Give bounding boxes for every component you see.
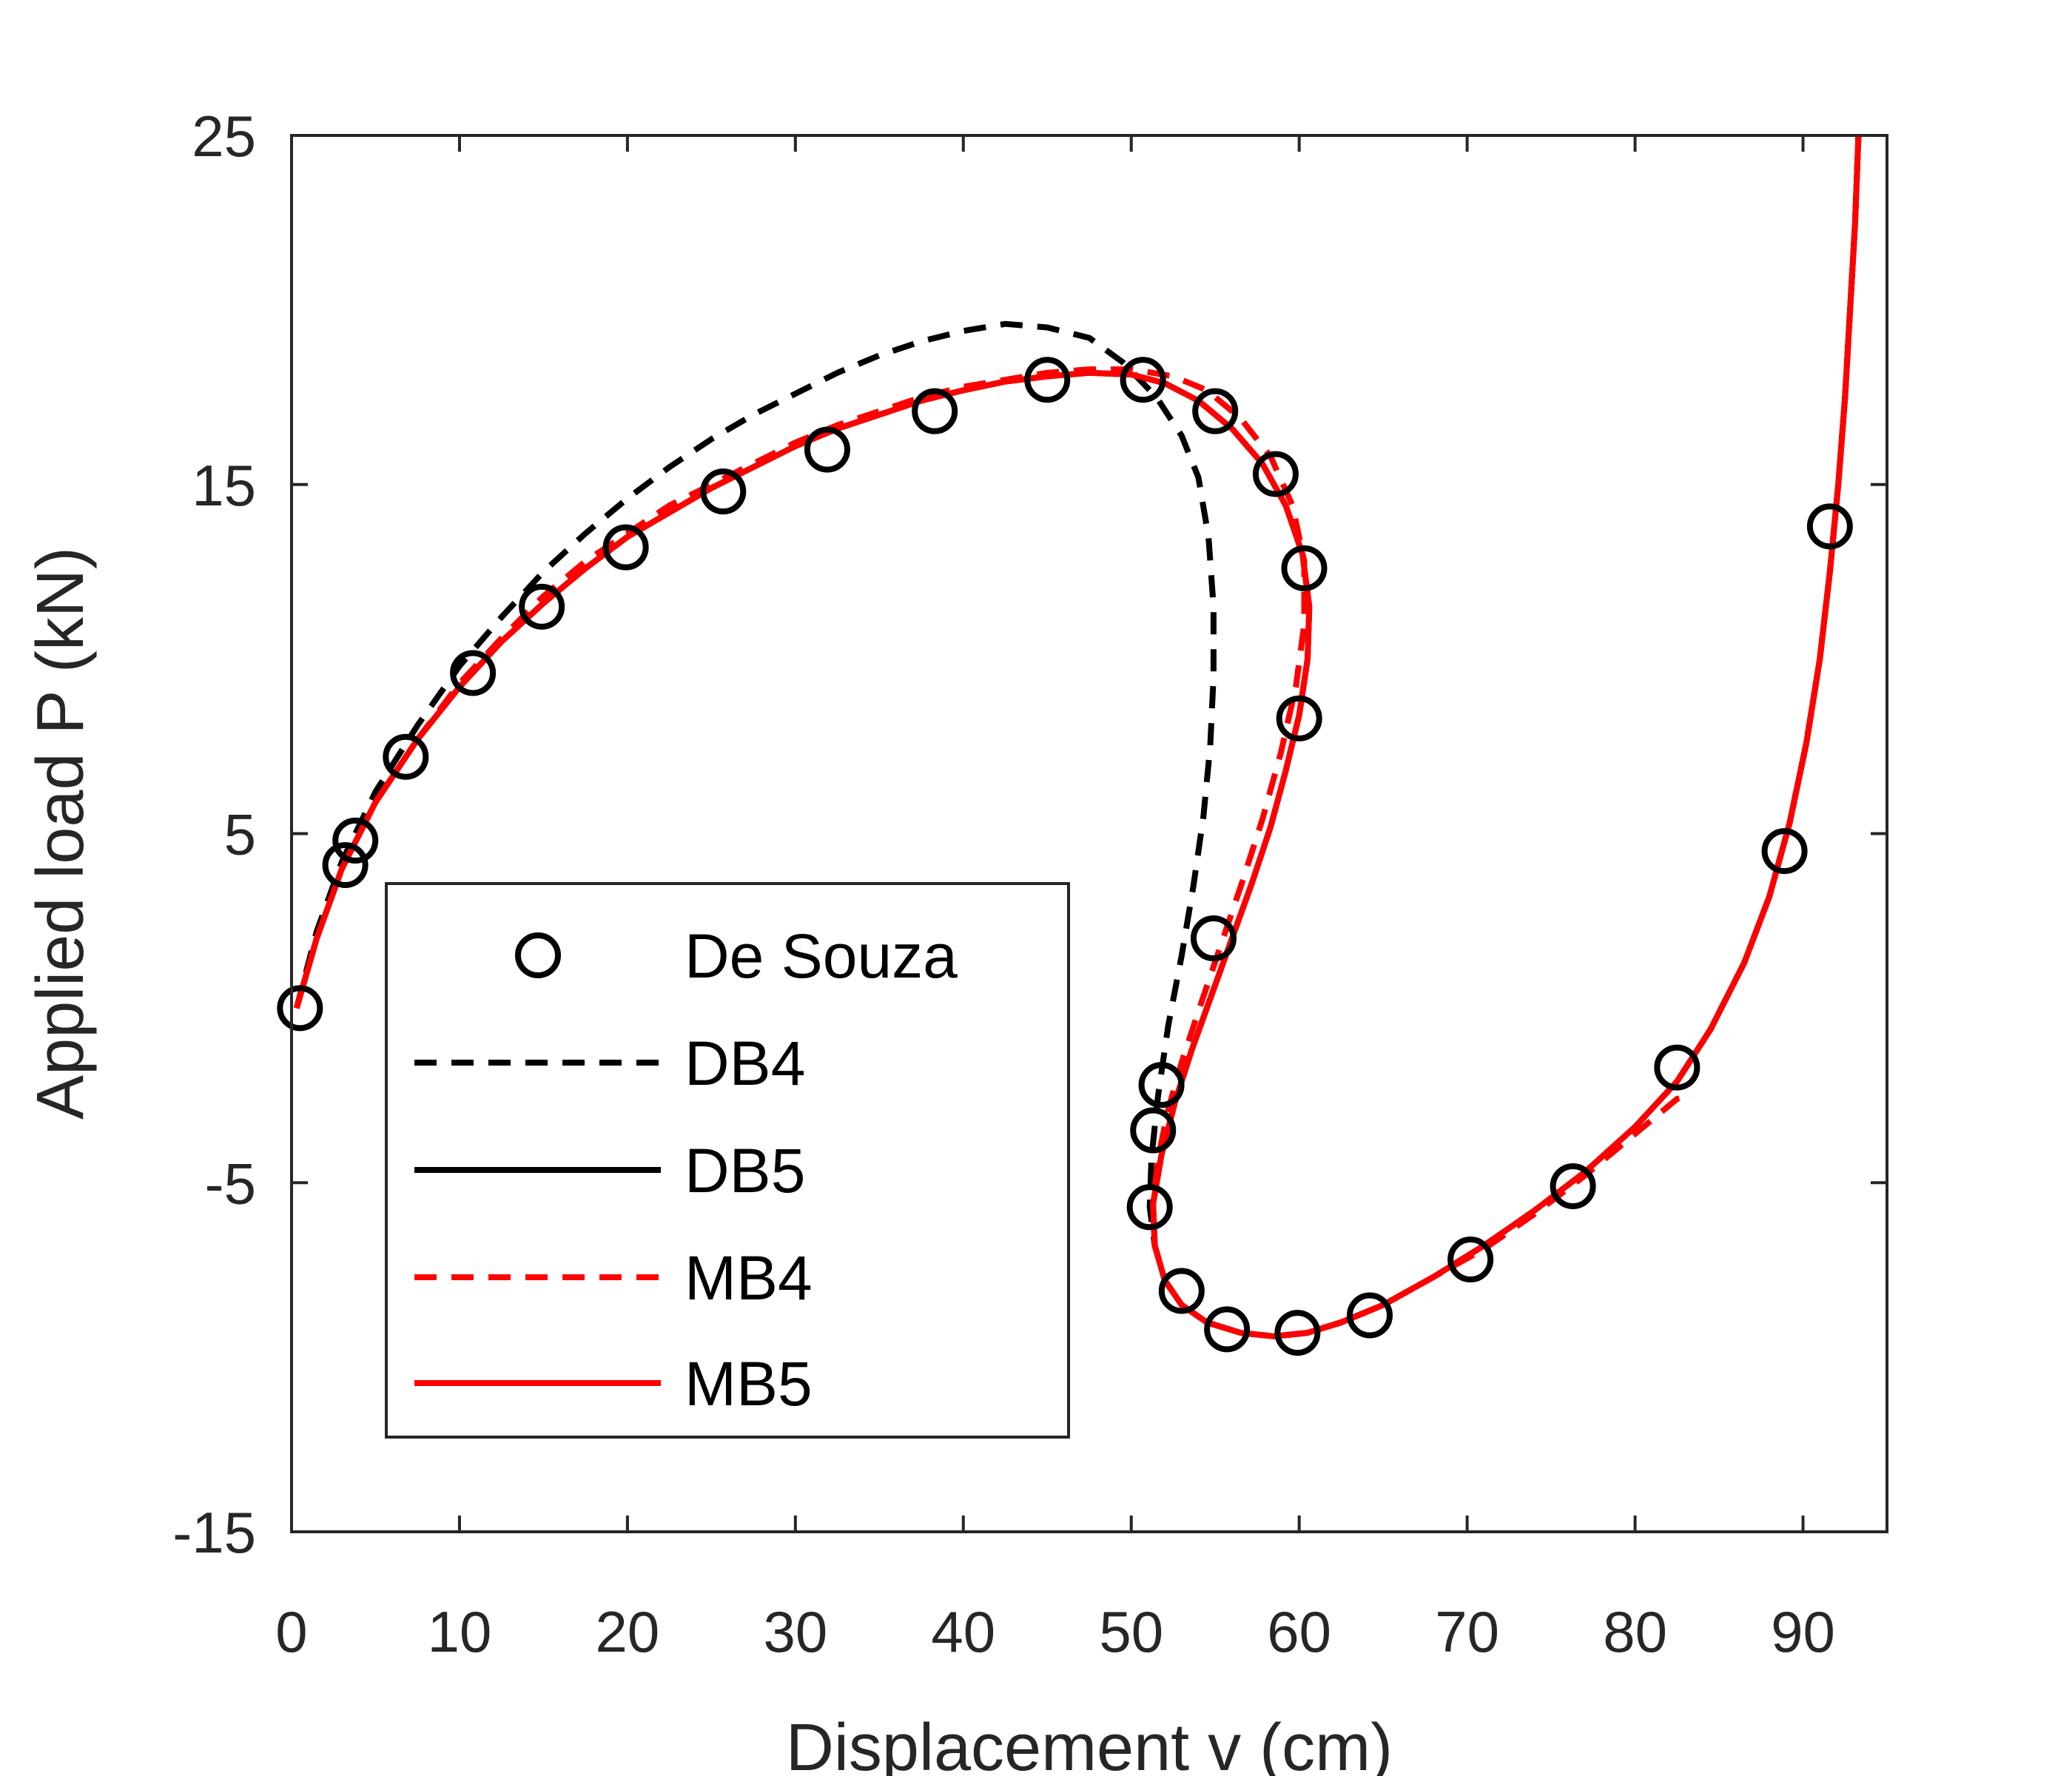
legend-label-db5: DB5 [684,1136,805,1205]
data-point-de-souza [1120,357,1166,403]
legend-label-db4: DB4 [684,1029,805,1098]
data-point-de-souza [450,650,497,696]
data-point-de-souza [383,733,429,780]
legend-label-de-souza: De Souza [684,921,958,991]
x-tick-label: 20 [596,1599,660,1664]
x-tick-label: 60 [1267,1599,1331,1664]
x-tick-label: 50 [1099,1599,1163,1664]
data-point-de-souza [1550,1163,1596,1209]
data-point-de-souza [1347,1292,1393,1339]
data-point-de-souza [519,583,565,630]
y-axis-label: Applied load P (kN) [24,547,98,1120]
legend-label-mb5: MB5 [684,1349,813,1419]
y-tick-label: 25 [192,104,256,169]
data-point-de-souza [1281,545,1328,591]
legend-entries: De Souza DB4 DB5 MB4 MB5 [414,921,958,1419]
legend-label-mb4: MB4 [684,1243,813,1313]
data-point-de-souza [1761,828,1808,875]
y-tick-label: -5 [205,1151,256,1216]
x-tick-label: 40 [931,1599,995,1664]
data-point-de-souza [1190,915,1237,962]
data-point-de-souza [912,388,958,434]
series-line-db4 [293,135,1862,1339]
data-point-de-souza [700,468,747,515]
data-point-de-souza [1806,503,1853,550]
marker-layer [277,357,1853,1356]
legend-box [385,882,1070,1439]
data-point-de-souza [1158,1268,1205,1314]
legend: De Souza DB4 DB5 MB4 MB5 [385,882,1070,1439]
tick-layer: 0 10 20 30 40 50 60 70 80 90 -15 -5 5 15 25 [172,104,1887,1664]
data-point-de-souza [804,426,850,473]
y-tick-label: 5 [224,802,256,867]
x-tick-label: 70 [1435,1599,1499,1664]
x-tick-label: 80 [1603,1599,1667,1664]
data-point-de-souza [1204,1306,1251,1353]
series-layer [293,135,1862,1339]
data-point-de-souza [1252,451,1299,497]
data-point-de-souza [332,817,379,864]
series-line-mb5 [293,135,1862,1339]
x-tick-label: 30 [763,1599,827,1664]
x-tick-label: 90 [1771,1599,1835,1664]
data-point-de-souza [1192,388,1239,434]
x-tick-label: 0 [275,1599,307,1664]
data-point-de-souza [1138,1062,1185,1109]
data-point-de-souza [1654,1044,1701,1091]
x-tick-label: 10 [428,1599,492,1664]
data-point-de-souza [602,524,649,571]
data-point-de-souza [1024,357,1071,403]
data-point-de-souza [1447,1237,1494,1283]
data-point-de-souza [1130,1107,1177,1154]
legend-swatch-de-souza [515,932,561,978]
data-point-de-souza [277,985,323,1032]
data-point-de-souza [1126,1184,1173,1231]
data-point-de-souza [1274,1310,1321,1356]
data-point-de-souza [1276,695,1322,741]
x-axis-label: Displacement v (cm) [786,1711,1393,1776]
y-tick-label: 15 [192,453,256,518]
y-tick-label: -15 [172,1500,256,1565]
data-point-de-souza [322,841,369,888]
